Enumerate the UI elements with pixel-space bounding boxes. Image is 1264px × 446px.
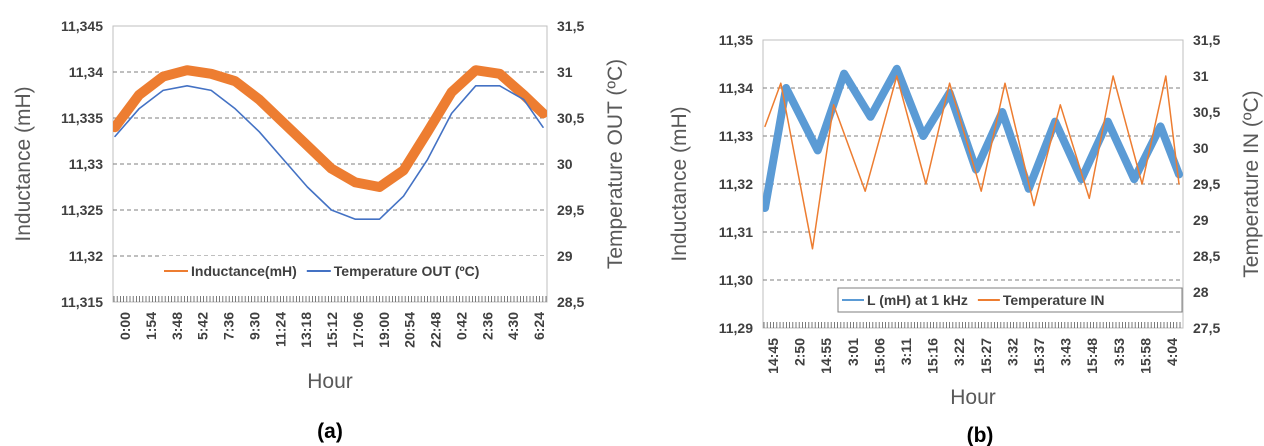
y-left-tick-label: 11,34 <box>719 80 753 96</box>
y-right-tick-label: 29,5 <box>1193 176 1220 192</box>
x-axis-title: Hour <box>307 370 353 393</box>
y-right-axis-title: Temperature OUT (ºC) <box>604 59 627 269</box>
y-right-tick-label: 30,5 <box>557 110 584 126</box>
x-tick-label: 14:45 <box>765 338 781 374</box>
x-tick-label: 17:06 <box>350 312 366 348</box>
chart-a: 11,315 11,32 11,325 11,33 11,335 11,34 11,345 2… <box>12 18 627 443</box>
y-left-tick-label: 11,315 <box>61 294 103 310</box>
y-right-tick-label: 31 <box>1193 68 1209 84</box>
y-left-tick-label: 11,35 <box>719 32 753 48</box>
y-right-tick-label: 30 <box>1193 140 1209 156</box>
y-left-tick-label: 11,345 <box>61 18 103 34</box>
series-line-inductance-mh- <box>113 65 547 192</box>
y-right-tick-label: 29,5 <box>557 202 584 218</box>
y-left-tick-label: 11,325 <box>61 202 103 218</box>
x-tick-label: 20:54 <box>402 312 418 348</box>
y-left-tick-label: 11,31 <box>719 224 753 240</box>
y-left-tick-label: 11,30 <box>719 272 753 288</box>
legend-label: Inductance(mH) <box>191 263 297 279</box>
x-tick-label: 3:43 <box>1058 338 1074 366</box>
series-line-l-mh-at-1-khz <box>763 64 1183 212</box>
y-right-tick-label: 29 <box>557 248 573 264</box>
y-right-tick-label: 28,5 <box>1193 248 1220 264</box>
y-right-tick-label: 30 <box>557 156 573 172</box>
x-tick-label: 9:30 <box>246 312 262 340</box>
x-tick-label: 3:32 <box>1004 338 1020 366</box>
legend-label: L (mH) at 1 kHz <box>867 292 968 308</box>
y-left-tick-label: 11,34 <box>69 64 103 80</box>
x-tick-label: 22:48 <box>428 312 444 348</box>
x-tick-label: 1:54 <box>143 312 159 340</box>
x-tick-label: 6:24 <box>531 312 547 340</box>
y-left-tick-label: 11,33 <box>69 156 103 172</box>
legend-label: Temperature OUT (ºC) <box>334 263 480 279</box>
x-tick-label: 5:42 <box>195 312 211 340</box>
x-tick-label: 14:55 <box>818 338 834 374</box>
x-tick-label: 15:16 <box>925 338 941 374</box>
y-left-tick-label: 11,33 <box>719 128 753 144</box>
x-tick-label: 15:58 <box>1137 338 1153 374</box>
y-right-tick-label: 29 <box>1193 212 1209 228</box>
x-tick-label: 3:11 <box>898 338 914 365</box>
panel-label: (a) <box>317 420 343 443</box>
x-tick-label: 7:36 <box>221 312 237 340</box>
x-tick-label: 19:00 <box>376 312 392 348</box>
y-right-axis-title: Temperature IN (ºC) <box>1240 90 1263 277</box>
y-right-tick-label: 31 <box>557 64 573 80</box>
y-left-tick-label: 11,335 <box>61 110 103 126</box>
legend-box <box>837 287 1183 313</box>
series-line-temperature-in <box>764 75 1180 250</box>
x-tick-label: 15:37 <box>1031 338 1047 374</box>
y-right-tick-label: 30,5 <box>1193 104 1220 120</box>
x-tick-label: 15:12 <box>324 312 340 348</box>
y-left-tick-label: 11,29 <box>719 320 753 336</box>
x-tick-label: 2:36 <box>479 312 495 340</box>
x-tick-label: 15:06 <box>871 338 887 374</box>
legend: L (mH) at 1 kHz Temperature IN <box>837 287 1183 313</box>
y-left-tick-label: 11,32 <box>719 176 753 192</box>
legend-label: Temperature IN <box>1003 292 1105 308</box>
x-tick-label: 13:18 <box>298 312 314 348</box>
x-tick-label: 15:27 <box>978 338 994 374</box>
chart-b: 11,29 11,30 11,31 11,32 11,33 11,34 11,35 27,5 2… <box>668 32 1263 446</box>
x-tick-label: 3:53 <box>1111 338 1127 366</box>
y-right-tick-label: 28 <box>1193 284 1209 300</box>
x-axis-title: Hour <box>950 386 996 409</box>
x-tick-label: 2:50 <box>792 338 808 366</box>
y-left-tick-label: 11,32 <box>69 248 103 264</box>
legend: Inductance(mH) Temperature OUT (ºC) <box>160 256 546 286</box>
x-tick-label: 4:04 <box>1164 338 1180 366</box>
y-right-tick-label: 27,5 <box>1193 320 1220 336</box>
x-tick-label: 0:00 <box>117 312 133 340</box>
x-tick-label: 4:30 <box>505 312 521 340</box>
y-right-tick-label: 31,5 <box>1193 32 1220 48</box>
x-tick-label: 15:48 <box>1084 338 1100 374</box>
x-tick-label: 3:01 <box>845 338 861 366</box>
y-left-axis-title: Inductance (mH) <box>12 86 35 241</box>
y-left-axis-title: Inductance (mH) <box>668 106 691 261</box>
x-tick-label: 11:24 <box>272 312 288 347</box>
x-tick-label: 3:22 <box>951 338 967 366</box>
panel-label: (b) <box>967 424 994 446</box>
legend-box <box>160 256 546 286</box>
series-line-temperature-out-c- <box>114 85 544 220</box>
y-right-tick-label: 28,5 <box>557 294 584 310</box>
x-tick-label: 3:48 <box>169 312 185 340</box>
x-tick-label: 0:42 <box>453 312 469 340</box>
x-minor-ticks <box>763 322 1181 328</box>
x-minor-ticks <box>113 296 547 302</box>
y-right-tick-label: 31,5 <box>557 18 584 34</box>
